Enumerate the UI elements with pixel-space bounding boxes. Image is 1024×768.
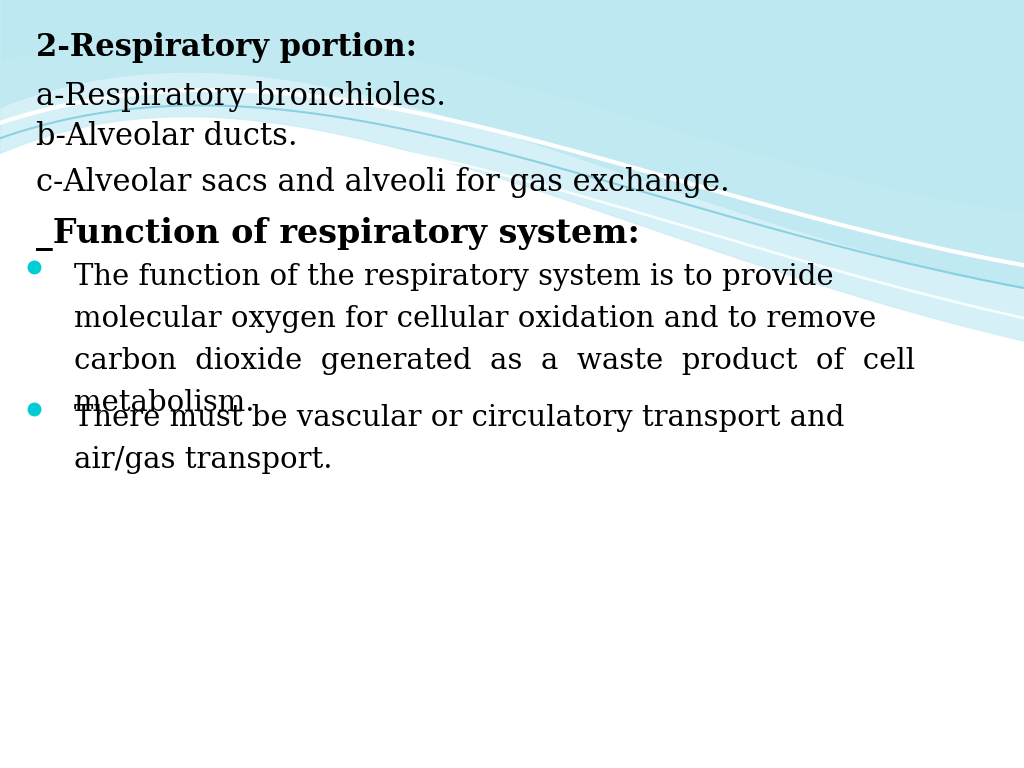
Text: c-Alveolar sacs and alveoli for gas exchange.: c-Alveolar sacs and alveoli for gas exch… bbox=[36, 167, 729, 197]
Text: b-Alveolar ducts.: b-Alveolar ducts. bbox=[36, 121, 297, 151]
Text: 2-Respiratory portion:: 2-Respiratory portion: bbox=[36, 32, 417, 63]
Text: molecular oxygen for cellular oxidation and to remove: molecular oxygen for cellular oxidation … bbox=[74, 305, 876, 333]
Text: a-Respiratory bronchioles.: a-Respiratory bronchioles. bbox=[36, 81, 445, 111]
Text: There must be vascular or circulatory transport and: There must be vascular or circulatory tr… bbox=[74, 404, 844, 432]
Text: metabolism.: metabolism. bbox=[74, 389, 254, 417]
Text: air/gas transport.: air/gas transport. bbox=[74, 446, 332, 474]
Text: The function of the respiratory system is to provide: The function of the respiratory system i… bbox=[74, 263, 834, 290]
Text: _Function of respiratory system:: _Function of respiratory system: bbox=[36, 217, 640, 250]
Text: carbon  dioxide  generated  as  a  waste  product  of  cell: carbon dioxide generated as a waste prod… bbox=[74, 347, 914, 375]
